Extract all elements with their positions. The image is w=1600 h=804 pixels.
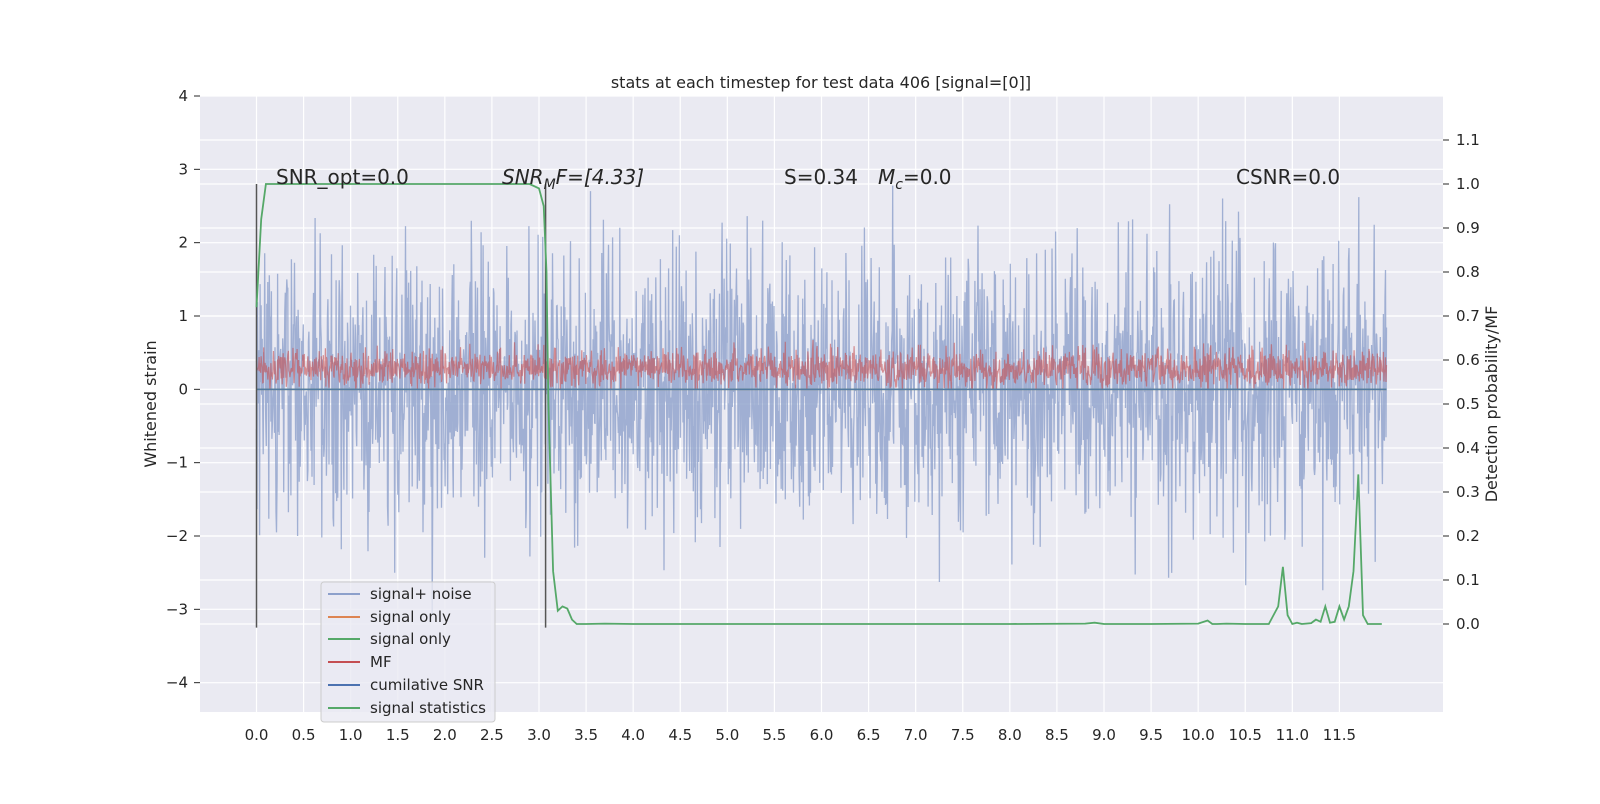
x-tick-label: 5.5 [762,726,786,744]
x-tick-label: 8.5 [1045,726,1069,744]
y-right-tick-label: 0.1 [1456,571,1480,589]
y-tick-label: −2 [166,527,188,545]
x-tick-label: 11.0 [1276,726,1309,744]
y-tick-label: 1 [178,307,188,325]
x-tick-label: 10.5 [1229,726,1262,744]
y-right-tick-label: 0.3 [1456,483,1480,501]
y-right-tick-label: 1.1 [1456,131,1480,149]
snr-mf-label: SNR [502,165,544,189]
legend-label-signal-only-green: signal only [370,630,451,648]
s-stat-annotation: S=0.34 [784,165,858,189]
chart-title: stats at each timestep for test data 406… [611,73,1031,92]
y-tick-labels: 4 3 2 1 0 −1 −2 −3 −4 [166,87,188,692]
mc-label: M [878,165,895,189]
mc-value: =0.0 [903,165,952,189]
y-right-tick-label: 0.7 [1456,307,1480,325]
legend-label-mf: MF [370,653,392,671]
y-right-tick-label: 0.6 [1456,351,1480,369]
snr-mf-annotation: SNRMF=[4.33] [502,165,644,193]
x-tick-label: 3.5 [574,726,598,744]
y-right-tick-label: 0.2 [1456,527,1480,545]
x-tick-label: 1.5 [386,726,410,744]
x-tick-label: 0.5 [292,726,316,744]
legend-box [320,581,496,723]
mf-line [255,339,1388,390]
x-tick-label: 5.0 [715,726,739,744]
y-tick-label: 2 [178,234,188,252]
y-right-tick-label: 0.0 [1456,615,1480,633]
y-right-tick-label: 1.0 [1456,175,1480,193]
x-tick-label: 3.0 [527,726,551,744]
x-tick-label: 2.0 [433,726,457,744]
x-tick-label: 0.0 [245,726,269,744]
legend-label-signal-statistics: signal statistics [370,699,486,717]
legend: signal+ noise signal only signal only MF… [320,581,496,723]
mc-subscript: c [895,177,903,193]
y-right-axis-label: Detection probability/MF [1482,306,1501,503]
y-right-tick-label: 0.8 [1456,263,1480,281]
x-tick-label: 7.5 [951,726,975,744]
y-right-tick-labels: 1.1 1.0 0.9 0.8 0.7 0.6 0.5 0.4 0.3 0.2 0.1 0.0 [1456,131,1480,633]
y-right-tick-label: 0.9 [1456,219,1480,237]
x-tick-label: 10.0 [1181,726,1214,744]
mc-annotation: Mc=0.0 [878,165,952,193]
legend-label-cumulative-snr: cumilative SNR [370,676,484,694]
x-tick-labels: 0.0 0.5 1.0 1.5 2.0 2.5 3.0 3.5 4.0 4.5 5.0 5.5 6.0 6… [245,726,1357,744]
legend-label-signal-only-orange: signal only [370,608,451,626]
x-tick-label: 9.5 [1139,726,1163,744]
y-tick-label: −1 [166,454,188,472]
x-tick-label: 4.0 [621,726,645,744]
csnr-annotation: CSNR=0.0 [1236,165,1340,189]
y-tick-label: −3 [166,600,188,618]
x-tick-label: 6.5 [857,726,881,744]
x-tick-label: 8.0 [998,726,1022,744]
mf-series [255,339,1388,390]
snr-mf-subscript: M [544,177,556,193]
x-tick-label: 2.5 [480,726,504,744]
signal-statistics-series [255,183,1382,626]
signal-statistics-line [255,183,1382,626]
x-tick-label: 9.0 [1092,726,1116,744]
x-tick-label: 11.5 [1323,726,1356,744]
y-tick-label: −4 [166,674,188,692]
signal-noise-line [255,185,1388,616]
y-tick-label: 4 [178,87,188,105]
snr-mf-value: F=[4.33] [556,165,644,189]
y-right-tick-label: 0.4 [1456,439,1480,457]
x-tick-label: 6.0 [810,726,834,744]
y-right-tick-label: 0.5 [1456,395,1480,413]
legend-label-signal-noise: signal+ noise [370,585,472,603]
signal-noise-series [255,185,1388,616]
y-tick-label: 3 [178,160,188,178]
y-axis-label: Whitened strain [141,340,160,467]
x-tick-label: 4.5 [668,726,692,744]
x-tick-label: 1.0 [339,726,363,744]
x-tick-label: 7.0 [904,726,928,744]
snr-opt-annotation: SNR_opt=0.0 [276,165,409,189]
y-tick-label: 0 [178,380,188,398]
